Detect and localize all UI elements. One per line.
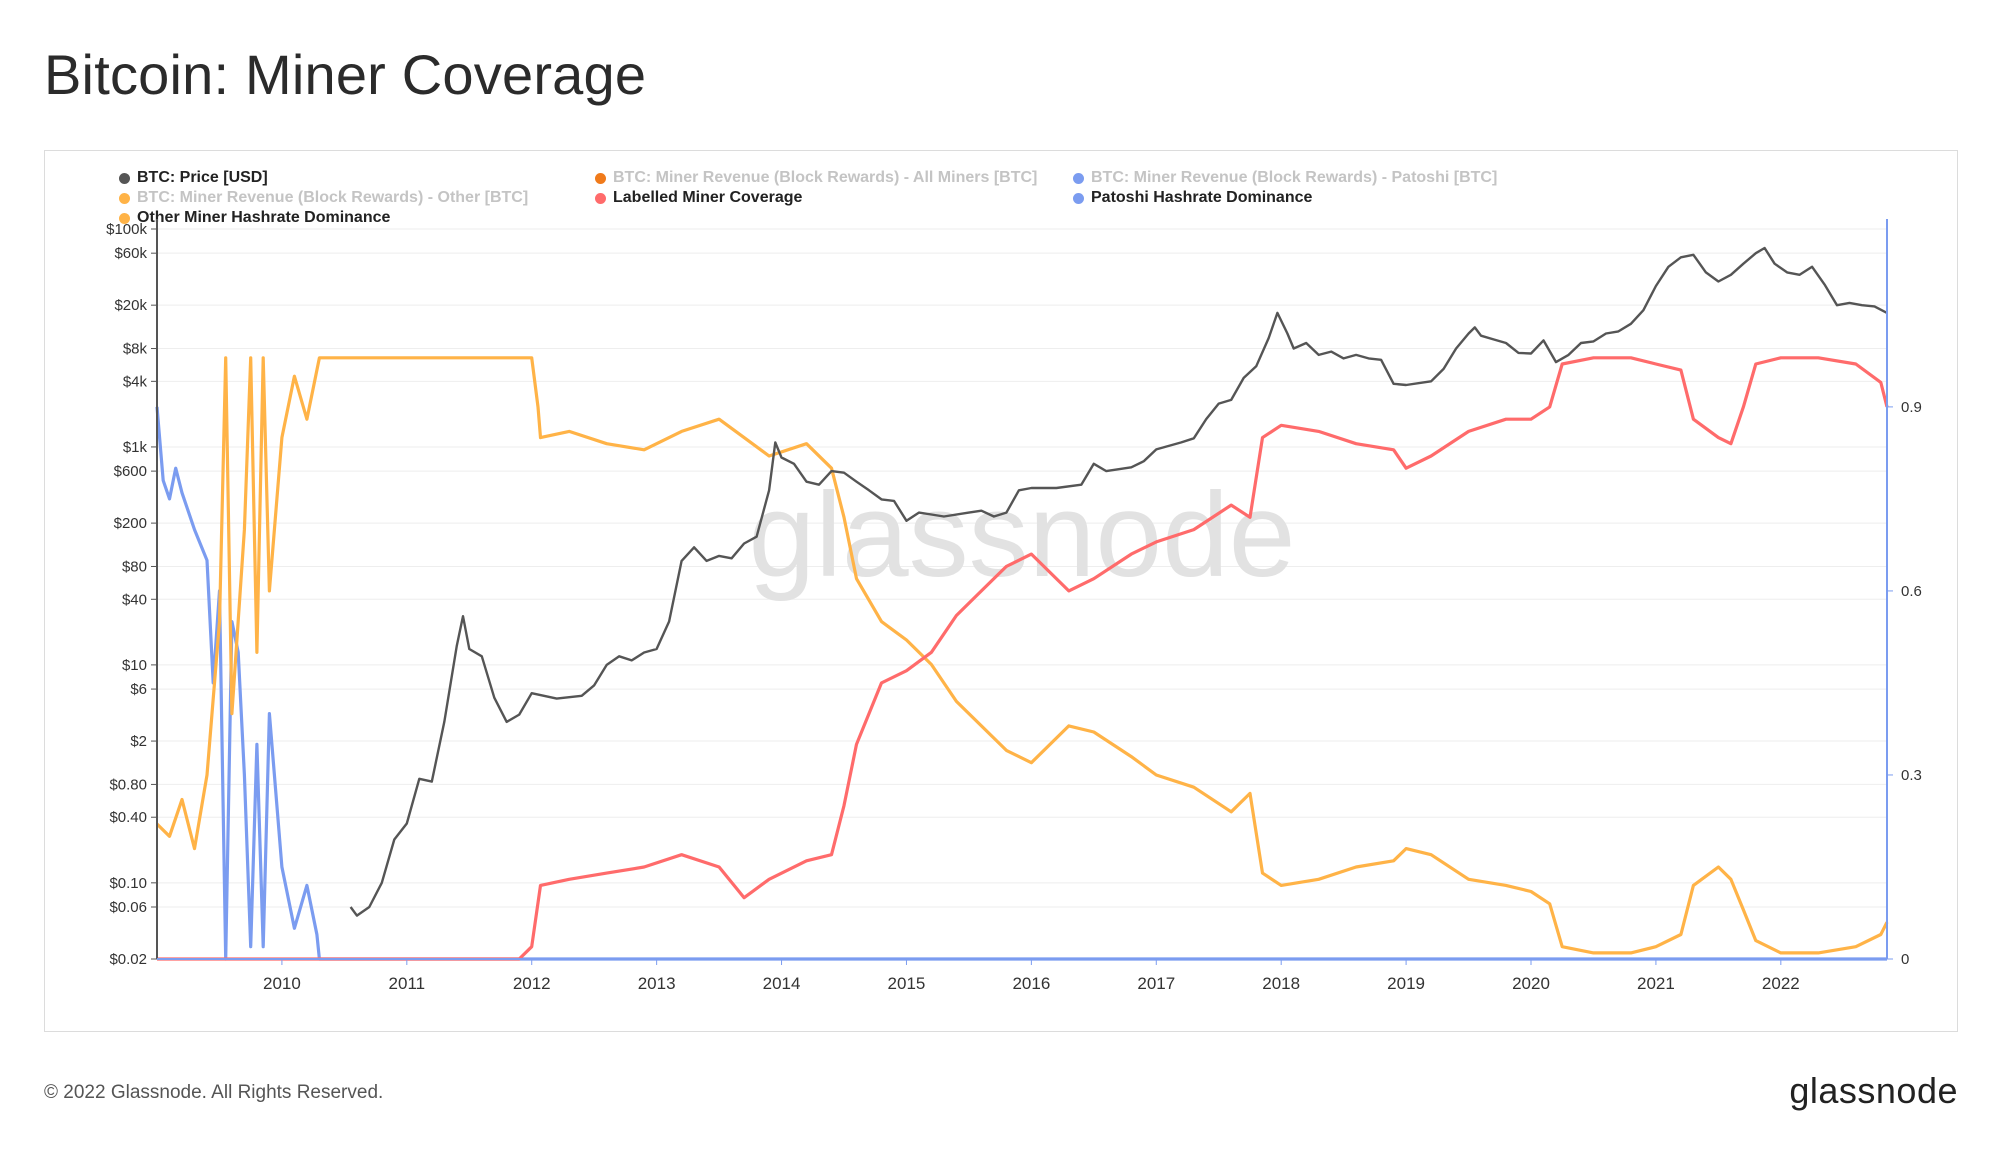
- x-tick-label: 2015: [888, 974, 926, 993]
- legend-label: BTC: Miner Revenue (Block Rewards) - Oth…: [137, 189, 529, 206]
- y-left-tick-label: $60k: [114, 245, 147, 262]
- legend-dot-icon: [119, 192, 130, 204]
- chart-panel: BTC: Price [USD] BTC: Miner Revenue (Blo…: [44, 150, 1958, 1032]
- y-left-tick-label: $4k: [123, 373, 148, 390]
- x-tick-label: 2016: [1012, 974, 1050, 993]
- y-right-tick-label: 0.3: [1901, 767, 1922, 784]
- y-left-tick-label: $0.10: [109, 875, 147, 892]
- y-left-tick-label: $20k: [114, 297, 147, 314]
- y-left-tick-label: $2: [130, 733, 147, 750]
- y-left-tick-label: $0.06: [109, 899, 147, 916]
- legend-item-labelled-coverage[interactable]: Labelled Miner Coverage: [595, 189, 802, 207]
- y-left-tick-label: $600: [114, 463, 147, 480]
- y-left-tick-label: $1k: [123, 439, 148, 456]
- x-tick-label: 2012: [513, 974, 551, 993]
- gridlines: [157, 228, 1887, 960]
- legend-dot-icon: [595, 172, 606, 184]
- legend-dot-icon: [1073, 192, 1084, 204]
- x-tick-label: 2018: [1262, 974, 1300, 993]
- y-right-tick-label: 0.9: [1901, 399, 1922, 416]
- legend-label: BTC: Miner Revenue (Block Rewards) - Pat…: [1091, 169, 1498, 186]
- legend-dot-icon: [595, 192, 606, 204]
- legend-dot-icon: [119, 172, 130, 184]
- x-tick-label: 2019: [1387, 974, 1425, 993]
- legend-dot-icon: [119, 212, 130, 224]
- y-left-tick-label: $0.40: [109, 809, 147, 826]
- x-tick-label: 2011: [389, 974, 426, 993]
- series-line-other-miner-hashrate-dominance: [155, 356, 1889, 955]
- y-left-tick-label: $0.80: [109, 776, 147, 793]
- x-tick-label: 2022: [1762, 974, 1800, 993]
- y-left-tick-label: $40: [122, 591, 147, 608]
- legend-label: Patoshi Hashrate Dominance: [1091, 189, 1313, 206]
- x-tick-label: 2020: [1512, 974, 1550, 993]
- legend-item-revenue-other[interactable]: BTC: Miner Revenue (Block Rewards) - Oth…: [119, 189, 528, 207]
- y-left-tick-label: $80: [122, 558, 147, 575]
- legend-label: BTC: Price [USD]: [137, 169, 268, 186]
- y-left-tick-label: $10: [122, 657, 147, 674]
- legend-item-revenue-all[interactable]: BTC: Miner Revenue (Block Rewards) - All…: [595, 169, 1037, 187]
- legend-item-revenue-patoshi[interactable]: BTC: Miner Revenue (Block Rewards) - Pat…: [1073, 169, 1497, 187]
- legend-item-btc-price[interactable]: BTC: Price [USD]: [119, 169, 268, 187]
- chart-svg: glassnode $0.02 $0.06 $0.10 $0.40 $0.80 $2 $6 $1…: [106, 219, 1922, 993]
- x-tick-label: 2014: [763, 974, 801, 993]
- y-left-tick-label: $0.02: [109, 951, 147, 968]
- x-tick-label: 2010: [263, 974, 301, 993]
- y-right-tick-label: 0.6: [1901, 583, 1922, 600]
- y-left-tick-label: $200: [114, 515, 147, 532]
- brand-logo: glassnode: [1789, 1070, 1958, 1111]
- y-left-tick-label: $8k: [123, 341, 148, 358]
- series-line-labelled-miner-coverage: [157, 356, 1889, 961]
- legend-label: Labelled Miner Coverage: [613, 189, 803, 206]
- y-left-tick-label: $6: [130, 681, 147, 698]
- legend-dot-icon: [1073, 172, 1084, 184]
- legend-item-patoshi-dominance[interactable]: Patoshi Hashrate Dominance: [1073, 189, 1312, 207]
- y-right-tick-label: 0: [1901, 951, 1909, 968]
- y-left-tick-label: $100k: [106, 221, 147, 238]
- x-tick-label: 2013: [638, 974, 676, 993]
- watermark: glassnode: [748, 468, 1295, 602]
- x-tick-label: 2017: [1137, 974, 1175, 993]
- copyright-text: © 2022 Glassnode. All Rights Reserved.: [44, 1082, 384, 1103]
- legend-label: Other Miner Hashrate Dominance: [137, 209, 391, 226]
- legend-item-other-dominance[interactable]: Other Miner Hashrate Dominance: [119, 209, 390, 227]
- x-tick-label: 2021: [1637, 974, 1675, 993]
- legend-label: BTC: Miner Revenue (Block Rewards) - All…: [613, 169, 1038, 186]
- series-line-btc-price-usd: [349, 246, 1888, 917]
- page-title: Bitcoin: Miner Coverage: [44, 43, 647, 106]
- series-line-patoshi-hashrate-dominance: [155, 406, 1887, 961]
